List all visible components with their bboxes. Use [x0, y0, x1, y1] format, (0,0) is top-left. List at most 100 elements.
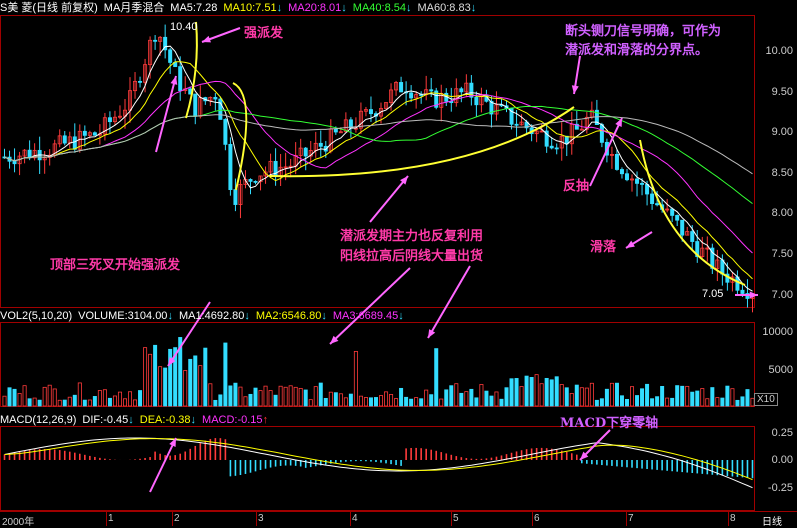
candle-body — [710, 247, 715, 269]
macd-panel-frame — [0, 426, 755, 511]
volume-bar — [208, 383, 213, 407]
dea-readout: DEA:-0.38 — [139, 414, 191, 426]
dea-arrow: ↓ — [190, 414, 197, 426]
x-month-5: 5 — [453, 513, 459, 524]
volume-bar — [589, 382, 594, 407]
volume-bar — [52, 388, 57, 407]
volume-bar — [92, 396, 97, 407]
macd-readout: MACD:-0.15 — [202, 414, 263, 426]
annotation-rebound: 反抽 — [563, 179, 590, 194]
volume-bar — [323, 397, 328, 407]
volume-bar — [650, 398, 655, 407]
macd-header: MACD(12,26,9) DIF:-0.45↓ DEA:-0.38↓ MACD:-0… — [0, 413, 274, 427]
candle-body — [635, 178, 640, 184]
annotation-macd-cross: MACD下穿零轴 — [560, 416, 659, 431]
candle-body — [163, 36, 168, 51]
candle-body — [153, 39, 158, 42]
candle-body — [544, 130, 549, 147]
volume-bar — [328, 391, 333, 407]
candle-body — [298, 147, 303, 156]
annotation-guillotine-2: 潜派发和滑落的分界点。 — [565, 43, 709, 58]
volume-bar — [122, 398, 127, 407]
candle-body — [303, 147, 308, 157]
x-month-7: 7 — [628, 513, 634, 524]
ma40-readout: MA40:8.54 — [352, 2, 406, 14]
volume-bar — [449, 385, 454, 407]
volume-bar — [87, 399, 92, 407]
volume-bar — [348, 393, 353, 407]
candle-body — [213, 96, 218, 100]
vol-label: VOL2(5,10,20) — [0, 310, 73, 322]
volume-bar — [474, 397, 479, 407]
candle-body — [655, 203, 660, 206]
volume-bar — [690, 391, 695, 407]
volume-bar — [183, 370, 188, 407]
volume-bar — [97, 390, 102, 407]
candle-body — [574, 123, 579, 130]
candle-body — [12, 160, 17, 165]
candle-body — [640, 182, 645, 185]
volume-bar — [499, 398, 504, 407]
volume-bar — [12, 388, 17, 407]
candle-body — [384, 102, 389, 109]
ma20-readout: MA20:8.01 — [288, 2, 342, 14]
candle-body — [102, 117, 107, 135]
macd-up-arrow: ↑ — [262, 414, 269, 426]
candle-body — [218, 98, 223, 120]
candle-body — [680, 219, 685, 236]
arrow-macd-peak-head — [169, 438, 176, 447]
candle-body — [509, 108, 514, 125]
candle-body — [459, 88, 464, 93]
volume-bar — [308, 399, 313, 407]
volume-bar — [112, 395, 117, 407]
volume-bar — [640, 388, 645, 407]
candle-body — [248, 179, 253, 182]
volume-bar — [117, 391, 122, 407]
volume-bar — [27, 398, 32, 407]
volume-bar — [57, 399, 62, 407]
volume-bar — [479, 384, 484, 407]
candle-body — [343, 119, 348, 133]
candle-body — [168, 49, 173, 63]
volume-bar — [368, 397, 373, 407]
volume-bar — [574, 384, 579, 407]
arrow-vol-peak-head — [168, 357, 176, 366]
volume-bar — [529, 377, 534, 407]
candle-body — [258, 175, 263, 183]
annotation-slide: 滑落 — [590, 240, 617, 255]
candle-body — [178, 66, 183, 92]
macd-label: MACD(12,26,9) — [0, 414, 77, 426]
volume-bar — [439, 398, 444, 407]
candle-body — [263, 171, 268, 177]
x-month-4: 4 — [352, 513, 358, 524]
candle-body — [700, 247, 705, 258]
volume-bar — [604, 388, 609, 407]
volume-bar — [358, 395, 363, 407]
volume-bar — [484, 390, 489, 407]
volume-bar — [524, 375, 529, 407]
volume-bar — [338, 393, 343, 407]
annotation-hidden-1: 潜派发期主力也反复利用 — [340, 229, 484, 244]
candle-body — [72, 136, 77, 150]
candle-body — [22, 149, 27, 157]
volume-bar — [42, 386, 47, 407]
volume-bar — [228, 385, 233, 407]
candle-body — [133, 80, 138, 92]
candle-body — [494, 104, 499, 115]
period-label[interactable]: 日线 — [762, 517, 782, 528]
price-panel-frame — [0, 15, 755, 308]
price-tick-750: 7.50 — [771, 248, 793, 260]
x-month-1: 1 — [108, 513, 114, 524]
volume-bar — [579, 387, 584, 407]
x-month-6: 6 — [534, 513, 540, 524]
candle-body — [579, 128, 584, 131]
volume-bar — [188, 358, 193, 407]
volume-bar — [635, 395, 640, 407]
volume-bar — [680, 385, 685, 407]
volume-bar — [630, 386, 635, 407]
volume-bar — [223, 342, 228, 407]
ma10-arrow: ↓ — [276, 2, 283, 14]
candle-body — [117, 115, 122, 118]
